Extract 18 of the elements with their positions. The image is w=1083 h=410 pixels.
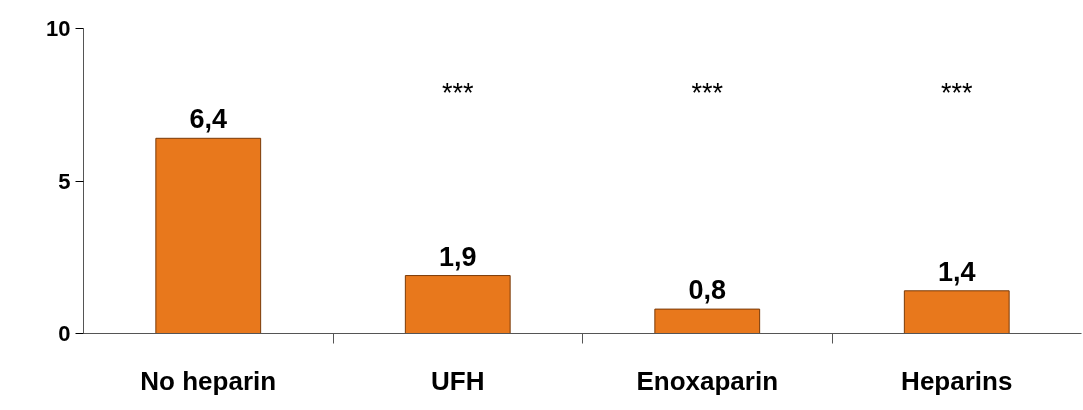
data-label: 0,8 (688, 275, 727, 306)
y-tick-label: 0 (58, 321, 71, 346)
bar (404, 275, 511, 334)
data-label: 1,9 (438, 241, 477, 272)
annotation: *** (691, 77, 724, 108)
y-tick-label: 10 (46, 16, 71, 41)
annotation: *** (441, 77, 474, 108)
bar (155, 137, 262, 334)
bar (654, 308, 761, 334)
x-tick-label: Heparins (901, 365, 1013, 396)
bar (903, 290, 1010, 334)
data-label: 6,4 (189, 104, 228, 135)
x-tick-label: UFH (431, 365, 485, 396)
x-tick-label: No heparin (140, 365, 277, 396)
annotation: *** (940, 77, 973, 108)
y-tick-label: 5 (58, 168, 71, 194)
x-tick-label: Enoxaparin (636, 365, 779, 396)
data-label: 1,4 (937, 256, 976, 287)
